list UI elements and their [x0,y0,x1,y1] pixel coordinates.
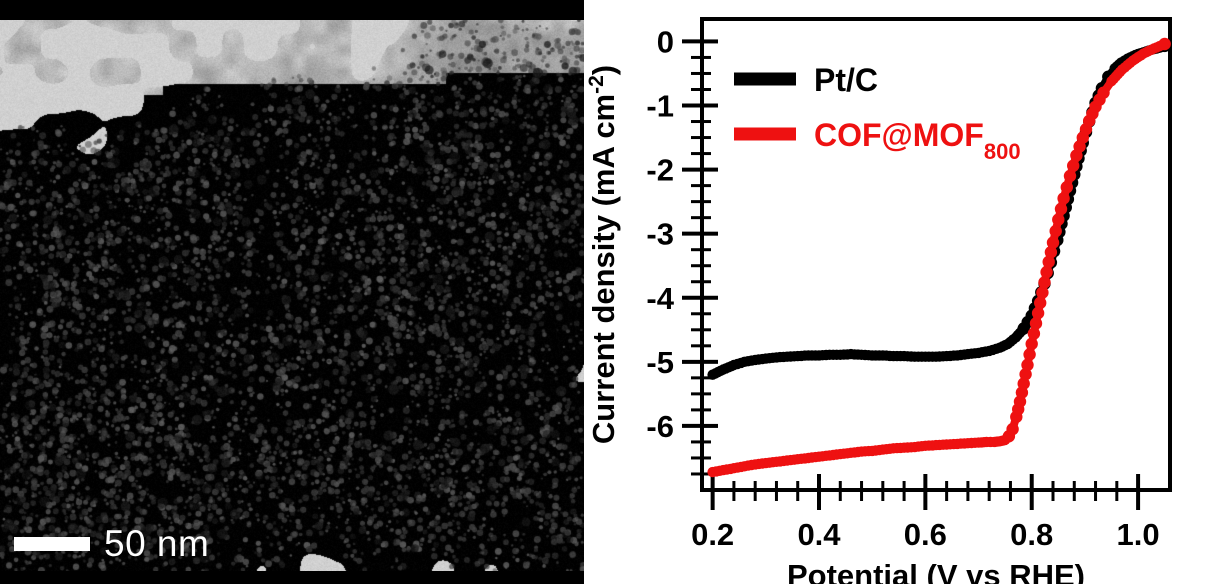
x-tick-label: 0.8 [1010,517,1053,552]
data-point [1036,286,1049,299]
data-point [1052,213,1065,226]
data-point [1060,181,1073,194]
data-point [1025,337,1038,351]
scale-bar-group: 50 nm [14,525,209,562]
y-tick-label: -3 [646,217,674,252]
y-tick-label: -5 [646,345,674,380]
data-point [1042,255,1055,269]
chart-legend: Pt/C COF@MOF800 [734,62,1021,164]
x-tick-label: 1.0 [1117,517,1160,552]
y-axis-title: Current density (mA cm-2) [585,65,622,444]
tem-top-border [0,0,584,20]
y-axis-title-superscript: -2 [585,75,608,94]
x-tick-labels: 0.2 0.4 0.6 0.8 1.0 [691,517,1160,552]
data-point [1054,202,1068,216]
data-point [1097,86,1110,99]
data-point [1006,422,1019,436]
tem-canvas [0,20,584,571]
y-tick-label: -1 [646,89,674,124]
y-tick-label: -6 [646,409,674,444]
major-ticks [682,39,1141,510]
x-tick-label: 0.6 [904,517,947,552]
scale-bar-label: 50 nm [104,523,210,564]
axes-frame [700,17,1172,492]
legend-label-main: Pt/C [814,62,878,98]
data-point [1034,296,1047,310]
data-point [1040,265,1053,279]
data-point [1158,37,1171,51]
legend-label-subscript: 800 [984,139,1021,164]
series-cof-mof800 [707,37,1171,478]
legend-label-main: COF@MOF [814,117,984,153]
data-point [1023,348,1036,361]
data-point [1063,169,1077,183]
y-tick-label: -4 [646,281,674,316]
y-tick-label: -2 [646,153,674,188]
tem-bottom-border [0,571,584,584]
x-tick-label: 0.2 [691,517,734,552]
data-point [1031,306,1045,320]
data-point [1027,327,1041,340]
data-point [1021,358,1034,372]
lsv-chart-panel: 0.2 0.4 0.6 0.8 1.0 0 -1 -2 -3 -4 -5 -6 Pt/C COF@MO… [584,0,1230,584]
data-series-group [707,37,1171,478]
data-point [1038,276,1051,289]
y-axis-title-tail: ) [586,65,621,75]
data-point [1029,317,1043,330]
y-tick-label: 0 [657,24,674,59]
tem-micrograph-panel: 50 nm [0,0,584,584]
data-point [1019,368,1032,381]
axis-titles: Potential (V vs RHE) Current density (mA … [585,65,1086,584]
plot-frame [700,17,1172,492]
data-point [1057,192,1070,205]
y-axis-title-main: Current density (mA cm [586,94,621,444]
data-point [1049,224,1062,238]
x-tick-label: 0.4 [797,517,841,552]
scale-bar-line [14,536,90,551]
y-tick-labels: 0 -1 -2 -3 -4 -5 -6 [646,24,674,443]
chart-svg: 0.2 0.4 0.6 0.8 1.0 0 -1 -2 -3 -4 -5 -6 Pt/C COF@MO… [585,17,1172,584]
tem-micrograph-image [0,20,584,571]
data-point [1046,236,1060,249]
data-point [1017,377,1030,390]
legend-label: Pt/C [814,62,878,98]
minor-ticks [691,39,1140,501]
data-point [1067,159,1080,172]
x-axis-title: Potential (V vs RHE) [787,558,1085,584]
legend-label: COF@MOF800 [814,117,1021,164]
data-point [1044,246,1058,259]
